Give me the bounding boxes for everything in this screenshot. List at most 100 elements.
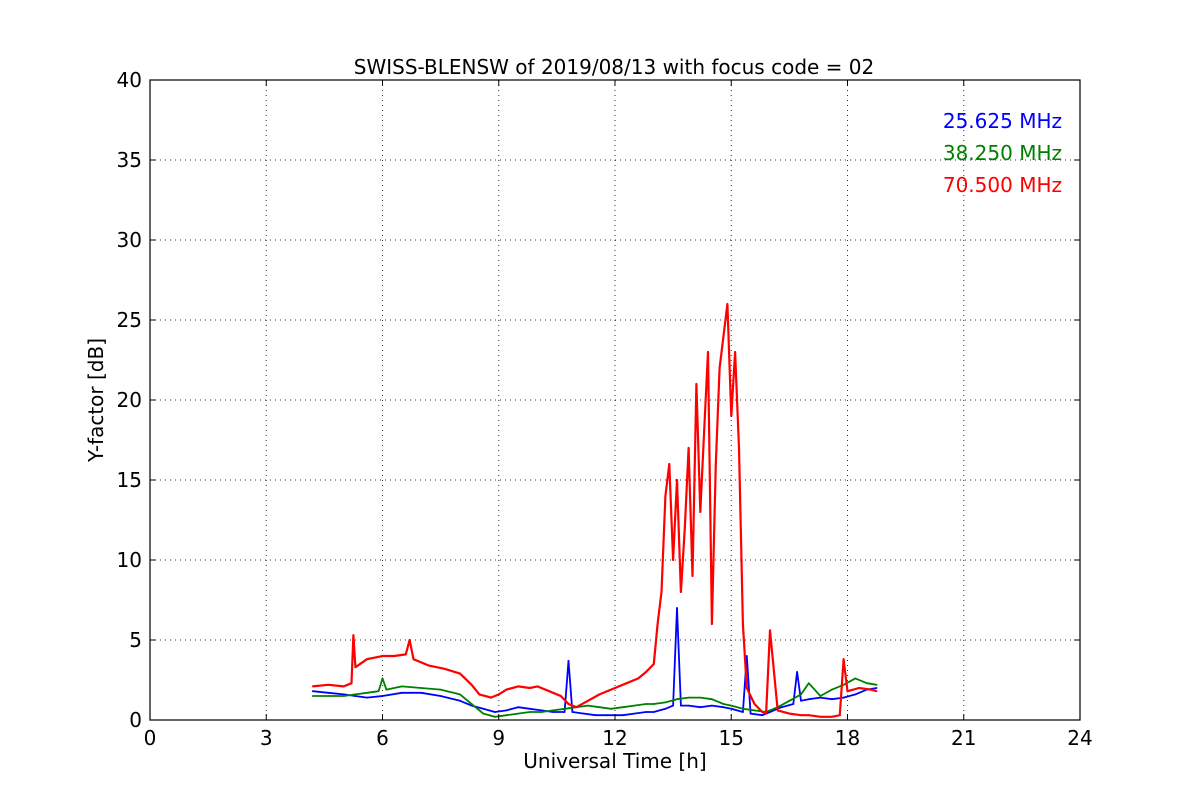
data-point-70-500-mhz	[691, 575, 694, 577]
data-point-25-625-mhz	[327, 691, 330, 694]
data-point-70-500-mhz	[352, 634, 355, 637]
x-tick-label: 12	[602, 726, 627, 750]
data-point-25-625-mhz	[749, 712, 752, 715]
data-point-70-500-mhz	[734, 351, 736, 353]
data-point-25-625-mhz	[672, 704, 674, 707]
data-point-70-500-mhz	[505, 688, 508, 691]
data-point-70-500-mhz	[327, 683, 330, 686]
data-point-70-500-mhz	[745, 687, 748, 689]
data-point-25-625-mhz	[594, 714, 597, 717]
data-point-70-500-mhz	[730, 415, 733, 417]
data-point-38-250-mhz	[866, 682, 868, 685]
data-point-25-625-mhz	[831, 698, 833, 701]
data-point-70-500-mhz	[668, 463, 671, 465]
data-point-38-250-mhz	[366, 691, 368, 694]
data-point-70-500-mhz	[765, 712, 767, 715]
data-point-25-625-mhz	[645, 711, 647, 713]
data-point-70-500-mhz	[831, 715, 833, 718]
data-point-25-625-mhz	[366, 696, 368, 699]
data-point-25-625-mhz	[420, 691, 423, 694]
data-point-70-500-mhz	[776, 709, 779, 712]
data-point-38-250-mhz	[854, 677, 857, 680]
data-point-70-500-mhz	[652, 663, 655, 665]
data-point-70-500-mhz	[350, 682, 353, 685]
data-point-70-500-mhz	[490, 696, 492, 699]
data-point-70-500-mhz	[404, 653, 407, 656]
x-tick-label: 6	[376, 726, 389, 750]
data-point-38-250-mhz	[842, 683, 845, 686]
data-point-70-500-mhz	[842, 658, 845, 661]
data-point-70-500-mhz	[497, 693, 500, 696]
data-point-25-625-mhz	[482, 707, 485, 710]
data-point-25-625-mhz	[842, 696, 845, 699]
data-point-38-250-mhz	[494, 715, 496, 718]
data-point-38-250-mhz	[875, 683, 878, 686]
data-point-70-500-mhz	[819, 715, 822, 718]
data-point-38-250-mhz	[610, 707, 612, 710]
data-point-70-500-mhz	[559, 695, 562, 697]
data-point-25-625-mhz	[854, 693, 857, 696]
data-point-25-625-mhz	[505, 709, 508, 712]
data-point-70-500-mhz	[875, 690, 878, 693]
data-point-70-500-mhz	[672, 559, 674, 561]
grid	[150, 80, 1080, 720]
data-point-70-500-mhz	[846, 690, 849, 693]
data-point-70-500-mhz	[614, 687, 616, 689]
data-point-70-500-mhz	[428, 664, 430, 667]
x-tick-label: 15	[719, 726, 744, 750]
data-point-70-500-mhz	[714, 463, 717, 465]
data-point-25-625-mhz	[875, 687, 878, 689]
data-point-25-625-mhz	[494, 711, 496, 713]
data-point-38-250-mhz	[699, 696, 702, 699]
data-point-25-625-mhz	[563, 711, 566, 713]
data-point-70-500-mhz	[726, 303, 729, 305]
data-point-70-500-mhz	[695, 383, 698, 385]
data-point-70-500-mhz	[664, 495, 667, 497]
data-point-25-625-mhz	[807, 698, 810, 701]
data-point-70-500-mhz	[761, 711, 764, 713]
data-point-38-250-mhz	[742, 707, 744, 710]
data-point-70-500-mhz	[412, 658, 415, 661]
data-point-70-500-mhz	[575, 706, 578, 709]
data-point-38-250-mhz	[470, 703, 473, 705]
data-point-70-500-mhz	[711, 623, 713, 625]
data-point-25-625-mhz	[342, 693, 345, 696]
data-point-25-625-mhz	[517, 706, 519, 709]
data-point-38-250-mhz	[730, 704, 733, 707]
data-point-70-500-mhz	[443, 667, 446, 670]
data-point-70-500-mhz	[707, 351, 709, 353]
data-point-70-500-mhz	[637, 677, 640, 680]
y-tick-label: 20	[117, 388, 142, 412]
data-point-38-250-mhz	[676, 698, 678, 701]
data-point-70-500-mhz	[769, 629, 771, 632]
data-point-38-250-mhz	[327, 695, 330, 697]
data-point-70-500-mhz	[738, 447, 740, 449]
data-point-70-500-mhz	[408, 639, 411, 641]
y-tick-label: 35	[117, 148, 142, 172]
data-point-70-500-mhz	[800, 714, 802, 717]
data-point-38-250-mhz	[652, 703, 655, 705]
data-point-70-500-mhz	[381, 655, 384, 657]
data-point-38-250-mhz	[459, 693, 461, 696]
data-point-38-250-mhz	[482, 712, 485, 715]
data-point-70-500-mhz	[567, 703, 570, 705]
series-line-70-500-mhz	[312, 302, 877, 718]
x-tick-label: 18	[835, 726, 860, 750]
legend-entry: 38.250 MHz	[943, 141, 1062, 165]
data-point-70-500-mhz	[869, 688, 872, 691]
data-point-38-250-mhz	[753, 709, 756, 712]
data-point-25-625-mhz	[761, 714, 764, 717]
data-point-70-500-mhz	[536, 685, 539, 688]
data-point-25-625-mhz	[401, 691, 403, 694]
x-tick-label: 24	[1067, 726, 1092, 750]
y-tick-label: 0	[129, 708, 142, 732]
data-point-70-500-mhz	[354, 666, 357, 669]
data-point-25-625-mhz	[540, 709, 543, 712]
data-point-25-625-mhz	[730, 707, 733, 710]
data-point-25-625-mhz	[583, 712, 585, 715]
data-point-25-625-mhz	[796, 671, 798, 673]
data-point-70-500-mhz	[342, 685, 345, 688]
data-point-38-250-mhz	[831, 688, 833, 691]
data-point-70-500-mhz	[788, 712, 791, 715]
